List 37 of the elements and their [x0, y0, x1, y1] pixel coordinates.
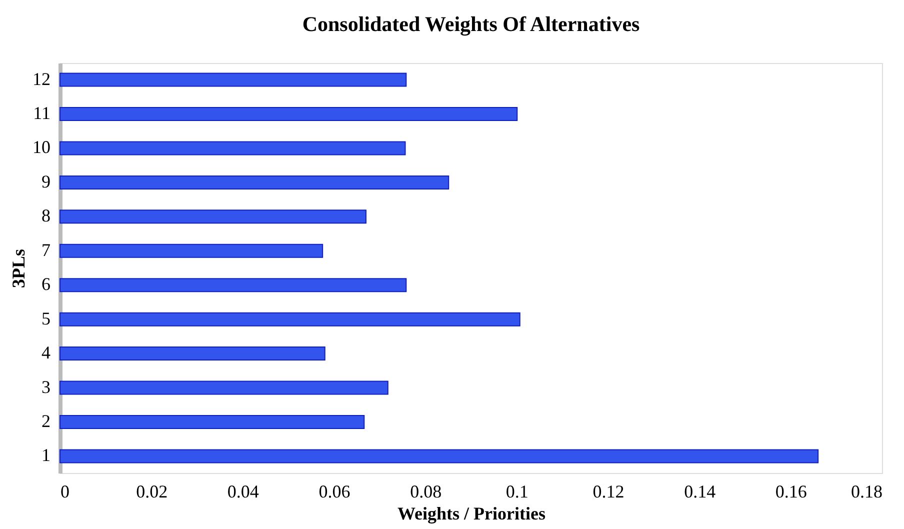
x-tick-label: 0.14 [684, 482, 716, 502]
y-tick-label: 4 [42, 342, 50, 363]
y-tick-label: 7 [42, 240, 50, 260]
y-tick-label: 12 [32, 68, 50, 89]
y-tick-label: 6 [42, 274, 50, 294]
x-tick-label: 0.12 [592, 482, 624, 502]
chart-title: Consolidated Weights Of Alternatives [302, 12, 640, 36]
bar [60, 449, 819, 464]
y-tick-label: 3 [42, 376, 50, 397]
bar [60, 346, 326, 361]
y-tick-label: 1 [42, 445, 50, 466]
bar [60, 72, 407, 87]
bar [60, 210, 366, 224]
bar [60, 244, 324, 258]
y-tick-label: 5 [42, 308, 50, 328]
bar [60, 380, 388, 395]
x-tick-label: 0.06 [318, 482, 350, 502]
bar [60, 312, 520, 326]
x-tick-label: 0.16 [775, 482, 807, 502]
y-tick-label: 8 [42, 206, 50, 226]
y-axis-title: 3PLs [8, 248, 28, 288]
y-tick-label: 9 [42, 171, 50, 192]
bar [60, 175, 450, 190]
bar [60, 106, 518, 121]
x-tick-label: 0.02 [136, 482, 168, 502]
x-tick-label: 0.18 [851, 482, 882, 502]
bar [60, 415, 365, 430]
y-tick-label: 11 [33, 102, 50, 123]
bar [60, 141, 406, 156]
y-tick-label: 10 [32, 137, 50, 158]
y-tick-label: 2 [42, 411, 50, 432]
bar [60, 278, 407, 292]
x-tick-label: 0.04 [227, 482, 259, 502]
x-tick-label: 0.08 [410, 482, 442, 502]
x-tick-label: 0 [60, 482, 70, 502]
x-tick-label: 0.1 [506, 482, 528, 502]
x-axis-title: Weights / Priorities [398, 504, 546, 524]
